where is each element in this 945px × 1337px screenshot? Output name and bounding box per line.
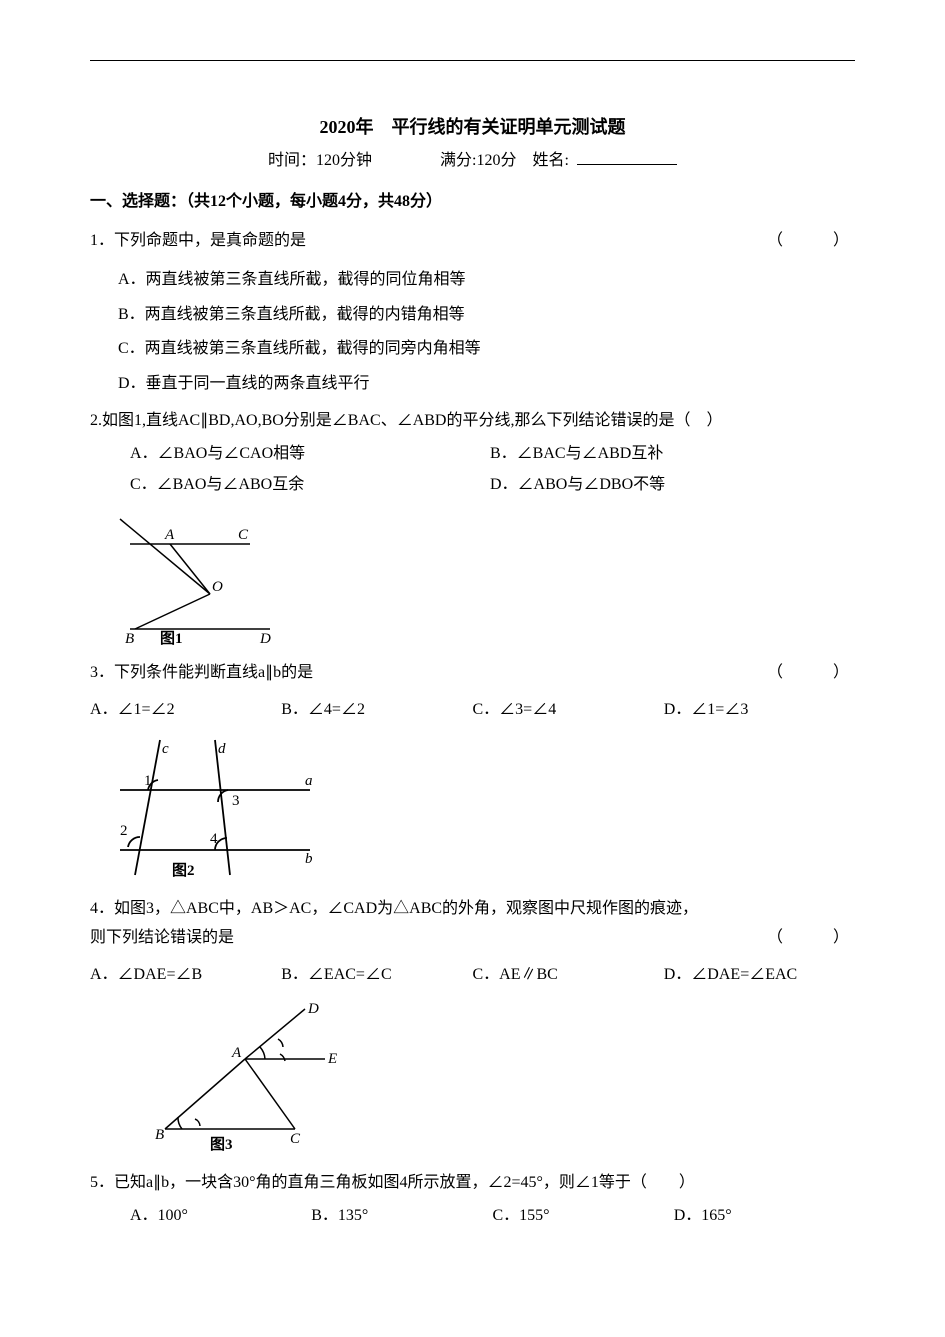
svg-text:1: 1 <box>144 773 152 789</box>
q2-option-c[interactable]: C．∠BAO与∠ABO互余 <box>130 471 490 500</box>
name-label: 姓名: <box>533 152 569 169</box>
figure-3: A B C D E 图3 <box>150 999 855 1159</box>
svg-text:c: c <box>162 741 169 757</box>
svg-text:A: A <box>231 1045 242 1061</box>
page-title: 2020年 平行线的有关证明单元测试题 <box>90 111 855 143</box>
svg-text:b: b <box>305 851 313 867</box>
figure-2: c d a b 1 2 3 4 图2 <box>110 735 855 885</box>
figure-1: A C B D O 图1 <box>110 509 855 649</box>
svg-text:A: A <box>164 527 175 543</box>
q2-option-b[interactable]: B．∠BAC与∠ABD互补 <box>490 440 663 469</box>
question-2: 2.如图1,直线AC∥BD,AO,BO分别是∠BAC、∠ABD的平分线,那么下列… <box>90 407 855 649</box>
section-header: 一、选择题：（共12个小题，每小题4分，共48分） <box>90 188 855 217</box>
q1-option-c[interactable]: C．两直线被第三条直线所截，截得的同旁内角相等 <box>118 335 855 364</box>
q5-option-a[interactable]: A．100° <box>130 1202 311 1231</box>
fig3-label: 图3 <box>210 1136 233 1153</box>
question-3: 3．下列条件能判断直线a∥b的是 （ ） A．∠1=∠2 B．∠4=∠2 C．∠… <box>90 659 855 885</box>
svg-text:d: d <box>218 741 226 757</box>
svg-text:D: D <box>259 631 271 647</box>
q3-option-d[interactable]: D．∠1=∠3 <box>664 696 855 725</box>
q4-option-a[interactable]: A．∠DAE=∠B <box>90 961 281 990</box>
svg-text:D: D <box>307 1001 319 1017</box>
q2-text: 2.如图1,直线AC∥BD,AO,BO分别是∠BAC、∠ABD的平分线,那么下列… <box>90 407 855 436</box>
svg-text:E: E <box>327 1051 337 1067</box>
svg-text:C: C <box>290 1131 301 1147</box>
q4-text-2: 则下列结论错误的是 <box>90 929 234 946</box>
fig1-label: 图1 <box>160 630 183 647</box>
svg-text:3: 3 <box>232 793 240 809</box>
q4-option-d[interactable]: D．∠DAE=∠EAC <box>664 961 855 990</box>
q2-option-a[interactable]: A．∠BAO与∠CAO相等 <box>130 440 490 469</box>
svg-text:a: a <box>305 773 313 789</box>
question-4: 4．如图3，△ABC中，AB＞AC，∠CAD为△ABC的外角，观察图中尺规作图的… <box>90 895 855 1159</box>
q1-paren[interactable]: （ ） <box>767 227 855 256</box>
q1-option-a[interactable]: A．两直线被第三条直线所截，截得的同位角相等 <box>118 266 855 295</box>
q3-text: 3．下列条件能判断直线a∥b的是 <box>90 664 313 681</box>
top-rule <box>90 60 855 61</box>
q4-option-c[interactable]: C．AE∥BC <box>473 961 664 990</box>
q4-text-1: 4．如图3，△ABC中，AB＞AC，∠CAD为△ABC的外角，观察图中尺规作图的… <box>90 900 698 917</box>
q5-option-d[interactable]: D．165° <box>674 1202 855 1231</box>
fig2-label: 图2 <box>172 862 195 879</box>
q3-option-a[interactable]: A．∠1=∠2 <box>90 696 281 725</box>
svg-text:B: B <box>125 631 134 647</box>
q3-option-b[interactable]: B．∠4=∠2 <box>281 696 472 725</box>
q5-option-b[interactable]: B．135° <box>311 1202 492 1231</box>
q1-option-b[interactable]: B．两直线被第三条直线所截，截得的内错角相等 <box>118 301 855 330</box>
name-blank[interactable] <box>577 164 677 165</box>
q4-paren[interactable]: （ ） <box>767 924 855 953</box>
q1-text: 1．下列命题中，是真命题的是 <box>90 232 306 249</box>
svg-text:O: O <box>212 579 223 595</box>
svg-text:2: 2 <box>120 823 128 839</box>
question-5: 5．已知a∥b，一块含30°角的直角三角板如图4所示放置，∠2=45°，则∠1等… <box>90 1169 855 1231</box>
time-label: 时间：120分钟 <box>268 152 372 169</box>
q3-paren[interactable]: （ ） <box>767 659 855 688</box>
question-1: 1．下列命题中，是真命题的是 （ ） A．两直线被第三条直线所截，截得的同位角相… <box>90 227 855 399</box>
svg-text:C: C <box>238 527 249 543</box>
svg-text:B: B <box>155 1127 164 1143</box>
page-subtitle: 时间：120分钟 满分:120分 姓名: <box>90 147 855 176</box>
q5-option-c[interactable]: C．155° <box>493 1202 674 1231</box>
q3-option-c[interactable]: C．∠3=∠4 <box>473 696 664 725</box>
q2-option-d[interactable]: D．∠ABO与∠DBO不等 <box>490 471 665 500</box>
q1-option-d[interactable]: D．垂直于同一直线的两条直线平行 <box>118 370 855 399</box>
full-score-label: 满分:120分 <box>440 152 516 169</box>
q5-text: 5．已知a∥b，一块含30°角的直角三角板如图4所示放置，∠2=45°，则∠1等… <box>90 1169 855 1198</box>
q4-option-b[interactable]: B．∠EAC=∠C <box>281 961 472 990</box>
svg-text:4: 4 <box>210 831 218 847</box>
